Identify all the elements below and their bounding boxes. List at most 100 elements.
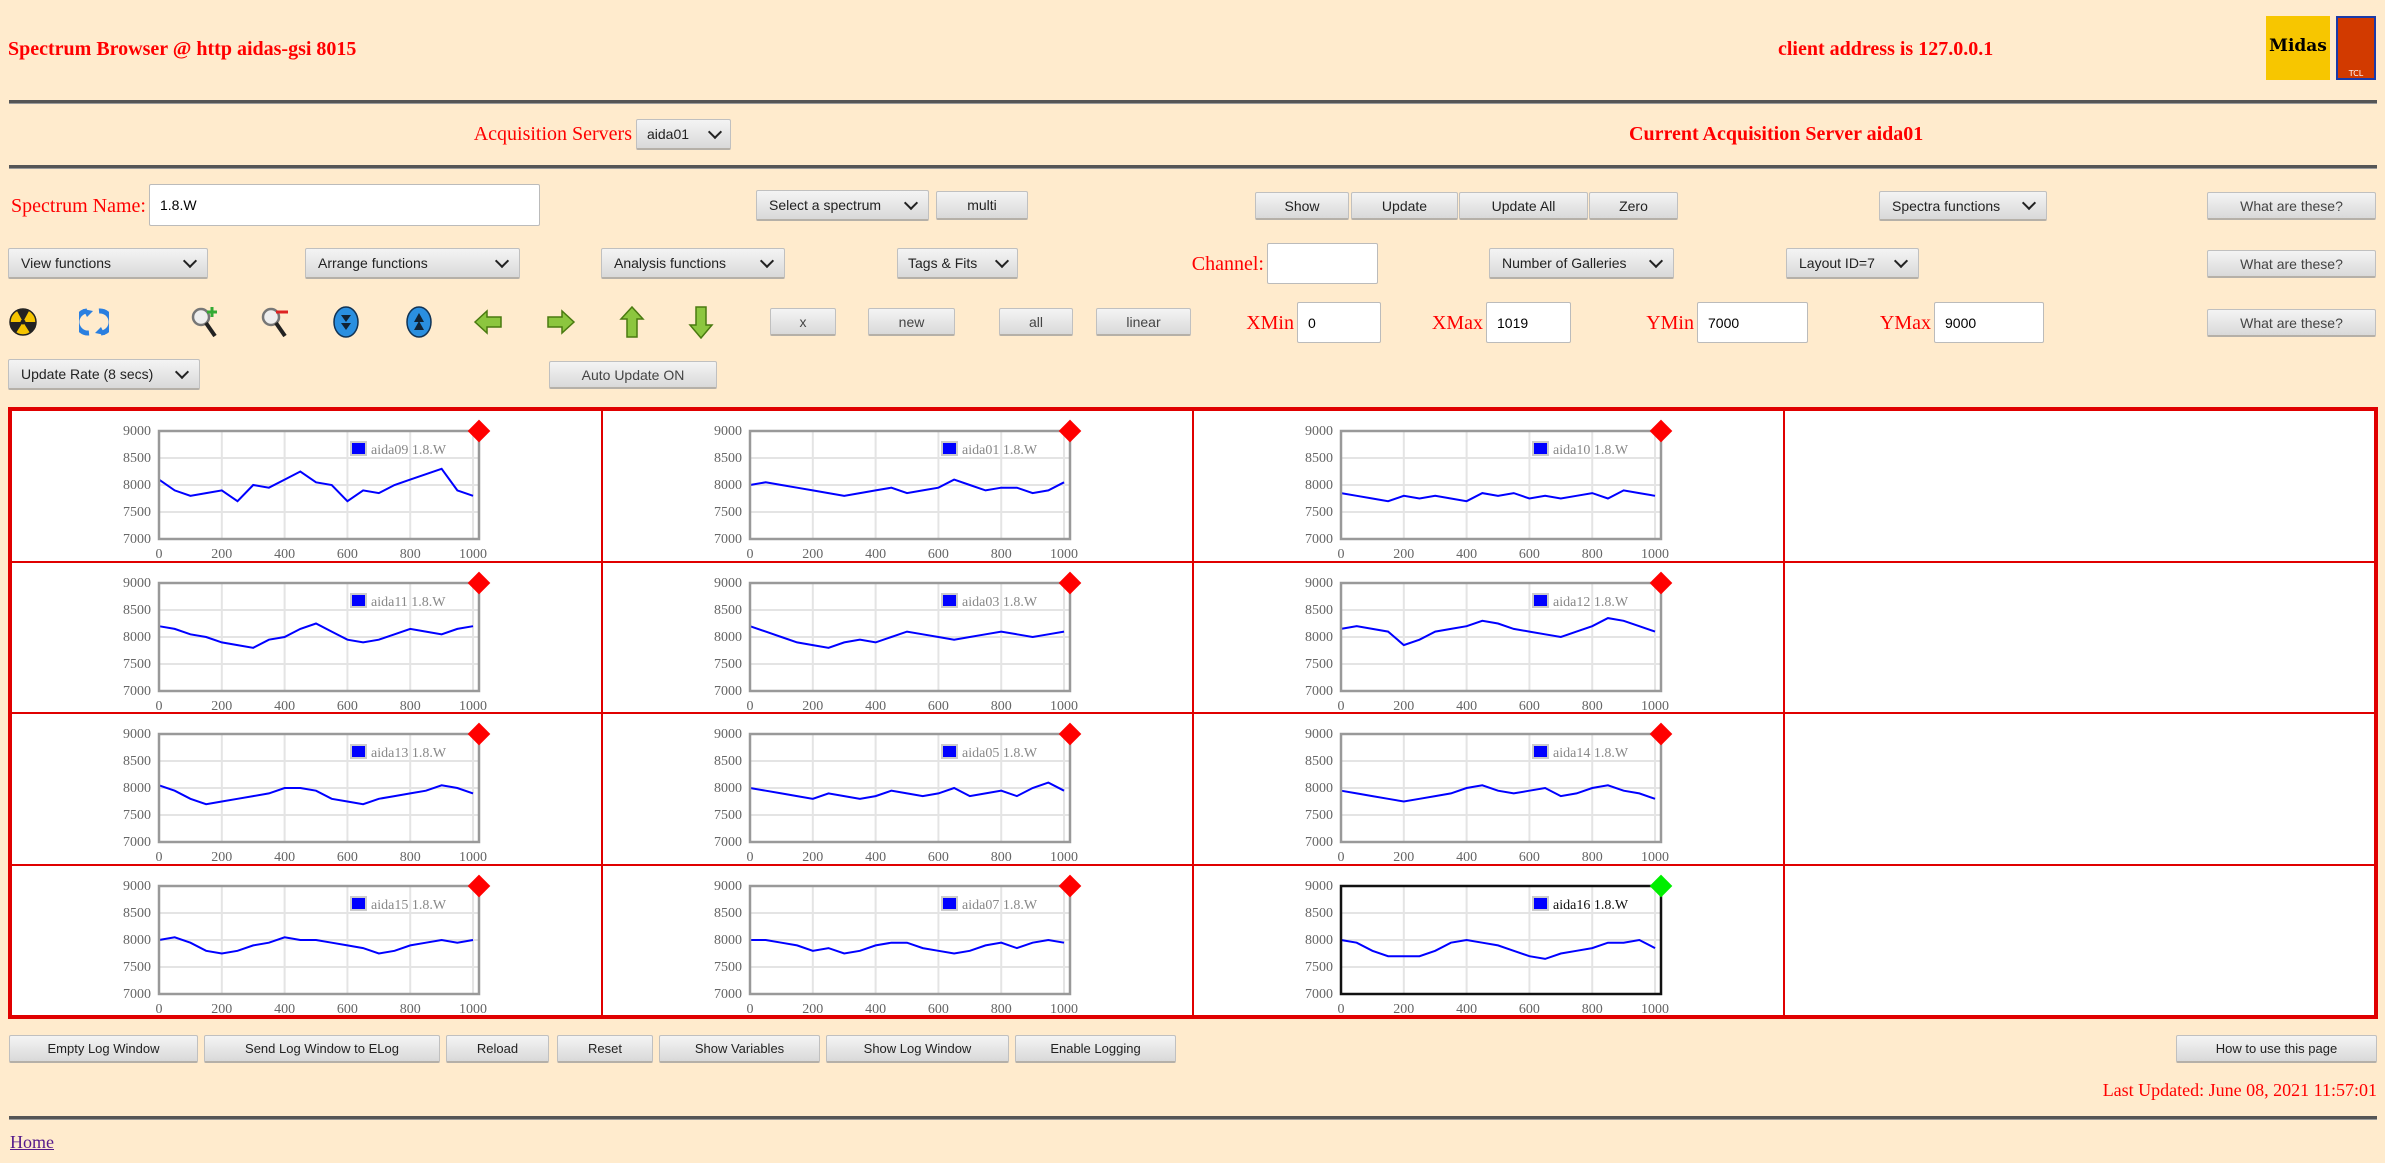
status-diamond-icon[interactable] [1649, 419, 1673, 443]
gallery-cell[interactable]: 9000 8500 8000 7500 7000 0 200 400 600 800 1000 aid… [11, 410, 602, 562]
view-functions-dropdown[interactable]: View functions [8, 248, 208, 279]
series-line [158, 467, 474, 503]
zoom-out-icon[interactable] [260, 305, 290, 339]
x-tick-label: 1000 [1050, 547, 1078, 561]
ymin-input[interactable] [1697, 302, 1808, 343]
series-line [749, 624, 1065, 649]
status-diamond-icon[interactable] [467, 874, 491, 897]
help-button-3[interactable]: What are these? [2207, 309, 2376, 337]
x-tick-label: 400 [274, 850, 295, 864]
auto-update-button[interactable]: Auto Update ON [549, 361, 717, 389]
layout-id-dropdown[interactable]: Layout ID=7 [1786, 248, 1919, 279]
x-tick-label: 200 [211, 699, 232, 713]
gallery-cell[interactable]: 9000 8500 8000 7500 7000 0 200 400 600 800 1000 aid… [1193, 561, 1784, 713]
y-tick-label: 8000 [714, 933, 742, 948]
enable-logging-button[interactable]: Enable Logging [1015, 1035, 1176, 1063]
gallery-cell[interactable] [1784, 713, 2375, 865]
status-diamond-icon[interactable] [1058, 722, 1082, 746]
gallery-cell[interactable]: 9000 8500 8000 7500 7000 0 200 400 600 800 1000 aid… [602, 864, 1193, 1016]
scroll-up-icon[interactable] [404, 305, 434, 339]
x-tick-label: 600 [337, 547, 358, 561]
gallery-cell[interactable] [1784, 864, 2375, 1016]
send-log-to-elog-button[interactable]: Send Log Window to ELog [204, 1035, 440, 1063]
gallery-cell[interactable]: 9000 8500 8000 7500 7000 0 200 400 600 800 1000 aid… [602, 410, 1193, 562]
legend-swatch [350, 744, 367, 759]
gallery-cell[interactable]: 9000 8500 8000 7500 7000 0 200 400 600 800 1000 aid… [11, 713, 602, 865]
select-spectrum-dropdown[interactable]: Select a spectrum [756, 190, 929, 221]
spectrum-chart: 9000 8500 8000 7500 7000 0 200 400 600 800 1000 aid… [714, 571, 1082, 713]
y-tick-label: 8000 [714, 478, 742, 493]
status-diamond-icon[interactable] [1058, 874, 1082, 897]
arrange-functions-dropdown[interactable]: Arrange functions [305, 248, 520, 279]
xmin-input[interactable] [1297, 302, 1381, 343]
gallery-cell[interactable]: 9000 8500 8000 7500 7000 0 200 400 600 800 1000 aid… [11, 864, 602, 1016]
gallery-cell[interactable]: 9000 8500 8000 7500 7000 0 200 400 600 800 1000 aid… [1193, 713, 1784, 865]
series-line [158, 784, 474, 806]
status-diamond-icon[interactable] [467, 571, 491, 594]
y-tick-label: 9000 [714, 424, 742, 439]
zero-button[interactable]: Zero [1589, 192, 1678, 220]
y-tick-label: 8500 [123, 603, 151, 618]
gallery-cell[interactable]: 9000 8500 8000 7500 7000 0 200 400 600 800 1000 aid… [1193, 410, 1784, 562]
status-diamond-icon[interactable] [1649, 874, 1673, 897]
spectrum-name-input[interactable] [149, 184, 540, 226]
x-tick-label: 600 [928, 850, 949, 864]
channel-input[interactable] [1267, 243, 1378, 284]
multi-button[interactable]: multi [936, 191, 1028, 220]
ymax-input[interactable] [1934, 302, 2044, 343]
arrow-right-icon[interactable] [546, 305, 576, 339]
legend-swatch [941, 592, 958, 608]
all-button[interactable]: all [999, 308, 1073, 336]
series-line [1340, 616, 1656, 646]
gallery-cell[interactable]: 9000 8500 8000 7500 7000 0 200 400 600 800 1000 aid… [1193, 864, 1784, 1016]
show-variables-button[interactable]: Show Variables [659, 1035, 820, 1063]
tags-fits-dropdown[interactable]: Tags & Fits [897, 248, 1018, 279]
arrow-down-icon[interactable] [686, 305, 716, 339]
acquisition-server-select[interactable]: aida01 [636, 119, 731, 150]
update-rate-dropdown[interactable]: Update Rate (8 secs) [8, 359, 200, 390]
y-tick-label: 9000 [1305, 727, 1333, 742]
gallery-cell[interactable] [1784, 410, 2375, 562]
spectrum-gallery: 9000 8500 8000 7500 7000 0 200 400 600 800 1000 aid… [8, 407, 2378, 1019]
refresh-icon[interactable] [79, 305, 109, 339]
spectra-functions-dropdown[interactable]: Spectra functions [1879, 191, 2047, 221]
status-diamond-icon[interactable] [467, 419, 491, 443]
status-diamond-icon[interactable] [1058, 571, 1082, 594]
x-button[interactable]: x [770, 308, 836, 336]
status-diamond-icon[interactable] [1649, 571, 1673, 594]
update-all-button[interactable]: Update All [1459, 192, 1588, 220]
status-diamond-icon[interactable] [1649, 722, 1673, 746]
show-button[interactable]: Show [1255, 192, 1349, 220]
gallery-cell[interactable]: 9000 8500 8000 7500 7000 0 200 400 600 800 1000 aid… [602, 561, 1193, 713]
y-tick-label: 9000 [123, 424, 151, 439]
empty-log-window-button[interactable]: Empty Log Window [9, 1035, 198, 1063]
show-log-window-button[interactable]: Show Log Window [826, 1035, 1009, 1063]
reload-button[interactable]: Reload [446, 1035, 549, 1063]
gallery-cell[interactable]: 9000 8500 8000 7500 7000 0 200 400 600 800 1000 aid… [602, 713, 1193, 865]
analysis-functions-dropdown[interactable]: Analysis functions [601, 248, 785, 279]
status-diamond-icon[interactable] [467, 722, 491, 746]
reset-button[interactable]: Reset [557, 1035, 653, 1063]
gallery-cell[interactable] [1784, 561, 2375, 713]
number-of-galleries-label: Number of Galleries [1502, 255, 1627, 271]
home-link[interactable]: Home [10, 1132, 54, 1152]
zoom-in-icon[interactable] [190, 305, 220, 339]
update-button[interactable]: Update [1351, 192, 1458, 220]
arrow-up-icon[interactable] [617, 305, 647, 339]
radiation-icon[interactable] [8, 305, 38, 339]
status-diamond-icon[interactable] [1058, 419, 1082, 443]
new-button[interactable]: new [868, 308, 955, 336]
x-tick-label: 1000 [1641, 699, 1669, 713]
scroll-down-icon[interactable] [331, 305, 361, 339]
arrow-left-icon[interactable] [473, 305, 503, 339]
ymin-label: YMin [1646, 312, 1694, 334]
number-of-galleries-dropdown[interactable]: Number of Galleries [1489, 248, 1674, 279]
how-to-use-button[interactable]: How to use this page [2176, 1035, 2377, 1063]
legend-label: aida11 1.8.W [371, 595, 446, 610]
linear-button[interactable]: linear [1096, 308, 1191, 336]
gallery-cell[interactable]: 9000 8500 8000 7500 7000 0 200 400 600 800 1000 aid… [11, 561, 602, 713]
page-title: Spectrum Browser @ http aidas-gsi 8015 [8, 38, 357, 60]
help-button-1[interactable]: What are these? [2207, 192, 2376, 220]
help-button-2[interactable]: What are these? [2207, 250, 2376, 278]
xmax-input[interactable] [1486, 302, 1571, 343]
